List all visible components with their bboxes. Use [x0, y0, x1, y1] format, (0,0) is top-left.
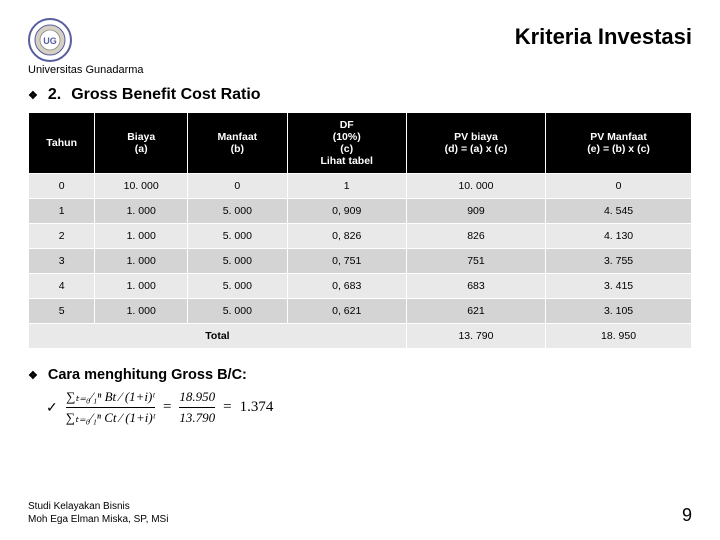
table-cell: 1. 000: [95, 224, 188, 249]
footer-line1: Studi Kelayakan Bisnis: [28, 501, 168, 514]
table-row: 31. 0005. 0000, 7517513. 755: [29, 249, 692, 274]
total-label: Total: [29, 324, 407, 349]
calc-heading: ❖ Cara menghitung Gross B/C:: [28, 367, 692, 383]
table-cell: 5. 000: [188, 249, 287, 274]
table-cell: 3. 105: [546, 299, 692, 324]
sigma-numerator: ∑ₜ₌₀⁄₁ⁿ Bt ⁄ (1+i)ᵗ: [66, 389, 154, 405]
table-cell: 621: [406, 299, 545, 324]
section-title: Gross Benefit Cost Ratio: [71, 86, 260, 104]
sigma-fraction: ∑ₜ₌₀⁄₁ⁿ Bt ⁄ (1+i)ᵗ ∑ₜ₌₀⁄₁ⁿ Ct ⁄ (1+i)ᵗ: [66, 389, 155, 426]
table-cell: 5: [29, 299, 95, 324]
table-cell: 3. 415: [546, 274, 692, 299]
table-cell: 5. 000: [188, 299, 287, 324]
table-cell: 0: [188, 174, 287, 199]
header: UG Kriteria Investasi: [28, 18, 692, 62]
check-icon: ✓: [46, 399, 58, 416]
table-row: 51. 0005. 0000, 6216213. 105: [29, 299, 692, 324]
table-cell: 5. 000: [188, 224, 287, 249]
page-title: Kriteria Investasi: [78, 18, 692, 50]
table-cell: 683: [406, 274, 545, 299]
value-numerator: 18.950: [179, 389, 215, 405]
page-number: 9: [682, 505, 692, 526]
table-cell: 1. 000: [95, 249, 188, 274]
table-row: 11. 0005. 0000, 9099094. 545: [29, 199, 692, 224]
col-tahun: Tahun: [29, 113, 95, 174]
table-cell: 10. 000: [406, 174, 545, 199]
col-pvbiaya: PV biaya(d) = (a) x (c): [406, 113, 545, 174]
table-cell: 10. 000: [95, 174, 188, 199]
table-cell: 751: [406, 249, 545, 274]
calc-heading-text: Cara menghitung Gross B/C:: [48, 367, 247, 383]
table-cell: 0: [29, 174, 95, 199]
table-cell: 0: [546, 174, 692, 199]
result-value: 1.374: [240, 399, 274, 416]
table-cell: 1. 000: [95, 199, 188, 224]
value-denominator: 13.790: [179, 410, 215, 426]
table-cell: 1: [287, 174, 406, 199]
table-header: Tahun Biaya(a) Manfaat(b) DF(10%)(c)Liha…: [29, 113, 692, 174]
footer: Studi Kelayakan Bisnis Moh Ega Elman Mis…: [28, 501, 692, 526]
table-body: 010. 0000110. 000011. 0005. 0000, 909909…: [29, 174, 692, 324]
section-number: 2.: [48, 86, 61, 104]
table-cell: 2: [29, 224, 95, 249]
diamond-bullet-icon: ❖: [28, 89, 38, 102]
table-cell: 4. 545: [546, 199, 692, 224]
equals-1: =: [163, 399, 171, 416]
total-pv-manfaat: 18. 950: [546, 324, 692, 349]
section-heading: ❖ 2. Gross Benefit Cost Ratio: [28, 86, 692, 104]
gbcr-table: Tahun Biaya(a) Manfaat(b) DF(10%)(c)Liha…: [28, 112, 692, 349]
table-cell: 4. 130: [546, 224, 692, 249]
total-pv-biaya: 13. 790: [406, 324, 545, 349]
table-row: 21. 0005. 0000, 8268264. 130: [29, 224, 692, 249]
university-name: Universitas Gunadarma: [28, 64, 692, 76]
col-pvmanfaat: PV Manfaat(e) = (b) x (c): [546, 113, 692, 174]
calculation-block: ❖ Cara menghitung Gross B/C: ✓ ∑ₜ₌₀⁄₁ⁿ B…: [28, 367, 692, 426]
table-cell: 1. 000: [95, 274, 188, 299]
table-cell: 5. 000: [188, 199, 287, 224]
table-cell: 0, 683: [287, 274, 406, 299]
col-biaya: Biaya(a): [95, 113, 188, 174]
col-df: DF(10%)(c)Lihat tabel: [287, 113, 406, 174]
formula: ✓ ∑ₜ₌₀⁄₁ⁿ Bt ⁄ (1+i)ᵗ ∑ₜ₌₀⁄₁ⁿ Ct ⁄ (1+i)…: [46, 389, 692, 426]
footer-line2: Moh Ega Elman Miska, SP, MSi: [28, 514, 168, 527]
university-logo: UG: [28, 18, 72, 62]
table-footer: Total 13. 790 18. 950: [29, 324, 692, 349]
table-cell: 1. 000: [95, 299, 188, 324]
table-cell: 4: [29, 274, 95, 299]
diamond-bullet-icon: ❖: [28, 369, 38, 382]
table-row: 41. 0005. 0000, 6836833. 415: [29, 274, 692, 299]
table-cell: 0, 751: [287, 249, 406, 274]
table-cell: 1: [29, 199, 95, 224]
table-row: 010. 0000110. 0000: [29, 174, 692, 199]
table-cell: 826: [406, 224, 545, 249]
svg-text:UG: UG: [43, 36, 57, 46]
table-cell: 0, 909: [287, 199, 406, 224]
table-cell: 0, 621: [287, 299, 406, 324]
footer-text: Studi Kelayakan Bisnis Moh Ega Elman Mis…: [28, 501, 168, 526]
table-cell: 0, 826: [287, 224, 406, 249]
table-cell: 909: [406, 199, 545, 224]
table-cell: 3. 755: [546, 249, 692, 274]
slide: UG Kriteria Investasi Universitas Gunada…: [0, 0, 720, 540]
equals-2: =: [223, 399, 231, 416]
col-manfaat: Manfaat(b): [188, 113, 287, 174]
sigma-denominator: ∑ₜ₌₀⁄₁ⁿ Ct ⁄ (1+i)ᵗ: [66, 410, 155, 426]
table-cell: 5. 000: [188, 274, 287, 299]
value-fraction: 18.950 13.790: [179, 389, 215, 426]
table-cell: 3: [29, 249, 95, 274]
